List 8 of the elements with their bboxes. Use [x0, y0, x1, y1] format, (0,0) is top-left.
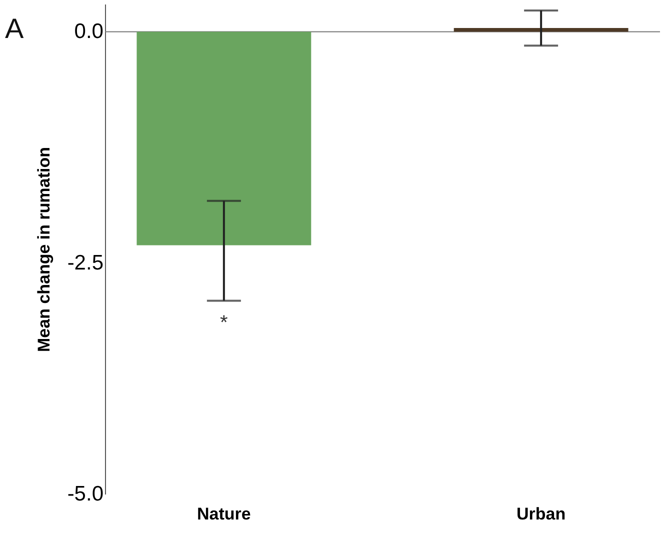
y-axis-title: Mean change in rumation [34, 147, 54, 352]
y-tick-label: -5.0 [67, 482, 104, 506]
y-tick-label: 0.0 [74, 20, 104, 44]
y-tick-label: -2.5 [67, 251, 104, 274]
x-tick-label: Urban [516, 504, 566, 524]
x-tick-label: Nature [197, 504, 251, 524]
annotation: * [220, 312, 228, 334]
text: A [5, 13, 24, 44]
